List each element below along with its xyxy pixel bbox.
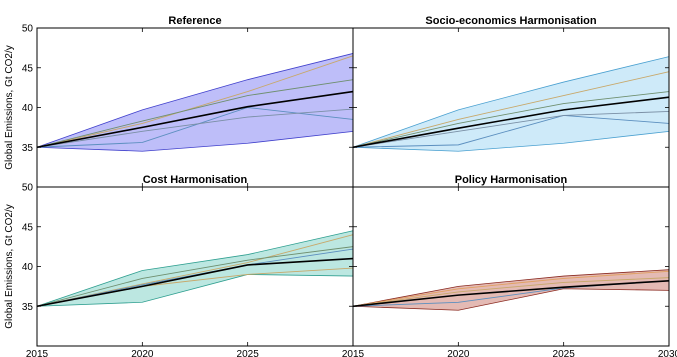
uncertainty-band xyxy=(352,56,670,152)
series-line-2 xyxy=(352,114,670,148)
series-line-0 xyxy=(352,71,670,148)
mean-line xyxy=(36,90,354,149)
series-line-0 xyxy=(352,270,670,307)
series-line-1 xyxy=(352,277,670,307)
panel-2: 35 40 45 50 Cost Harmonisation Global Emissio… xyxy=(4,174,354,347)
axes-frame xyxy=(352,186,670,347)
x-tick-label: 2020 xyxy=(131,349,154,357)
mean-line xyxy=(36,257,354,308)
y-tick-label: 45 xyxy=(22,222,34,233)
y-tick-label: 35 xyxy=(22,143,34,154)
y-tick-label: 40 xyxy=(22,103,34,114)
panel-title: Reference xyxy=(168,15,221,27)
series-line-0 xyxy=(36,55,354,148)
x-tick-label: 2025 xyxy=(237,349,260,357)
x-tick-label: 2030 xyxy=(658,349,677,357)
panel-1: Socio-economics Harmonisation xyxy=(352,15,670,188)
x-tick-label: 2025 xyxy=(553,349,576,357)
series-line-3 xyxy=(352,111,670,148)
y-axis-label: Global Emissions, Gt CO2/y xyxy=(4,204,15,328)
panel-title: Cost Harmonisation xyxy=(143,174,248,186)
x-tick-label: 2015 xyxy=(26,349,49,357)
y-tick-label: 50 xyxy=(22,183,34,194)
mean-line xyxy=(352,96,670,149)
panel-title: Policy Harmonisation xyxy=(455,174,568,186)
y-axis-label: Global Emissions, Gt CO2/y xyxy=(4,45,15,169)
series-line-1 xyxy=(36,246,354,307)
y-tick-label: 45 xyxy=(22,63,34,74)
uncertainty-band xyxy=(36,230,354,307)
panel-title: Socio-economics Harmonisation xyxy=(425,15,596,27)
panel-3: Policy Harmonisation xyxy=(352,174,670,347)
series-line-3 xyxy=(36,108,354,148)
series-line-1 xyxy=(352,91,670,148)
panel-0: 35 40 45 50 Reference Global Emissions, Gt CO… xyxy=(4,15,354,188)
x-tick-label: 2020 xyxy=(447,349,470,357)
y-tick-label: 50 xyxy=(22,24,34,35)
y-tick-label: 40 xyxy=(22,262,34,273)
x-tick-label: 2015 xyxy=(342,349,365,357)
y-tick-label: 35 xyxy=(22,302,34,313)
series-line-1 xyxy=(36,79,354,148)
mean-line xyxy=(352,280,670,308)
